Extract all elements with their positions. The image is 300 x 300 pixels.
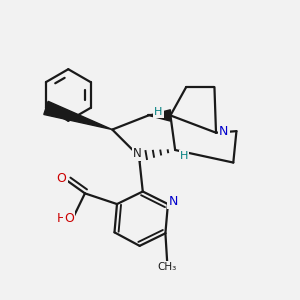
- Text: N: N: [219, 124, 229, 138]
- Text: O: O: [64, 212, 74, 225]
- Text: H: H: [154, 107, 163, 117]
- Polygon shape: [44, 101, 112, 130]
- Text: H: H: [180, 151, 188, 161]
- Text: H: H: [57, 212, 66, 225]
- Text: N: N: [168, 195, 178, 208]
- Polygon shape: [148, 110, 170, 121]
- Text: CH₃: CH₃: [158, 262, 177, 272]
- Text: N: N: [133, 147, 142, 160]
- Text: O: O: [57, 172, 67, 185]
